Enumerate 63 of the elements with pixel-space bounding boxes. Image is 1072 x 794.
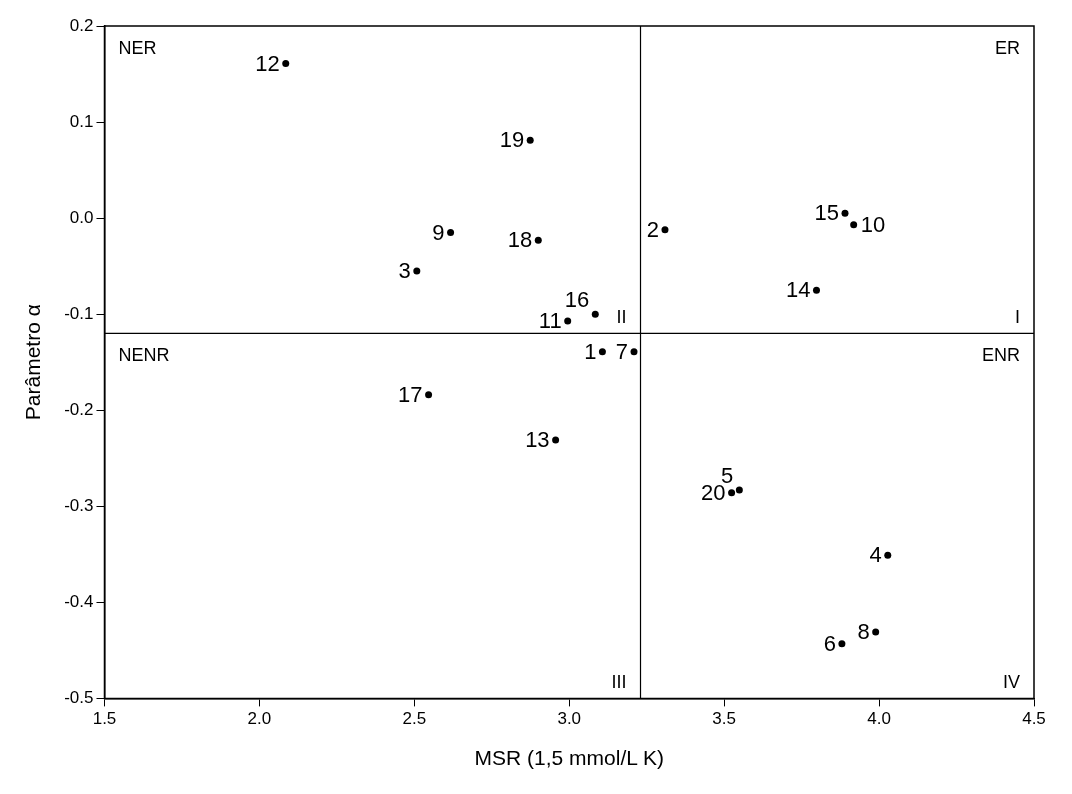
y-tick-label: -0.2 — [64, 399, 94, 419]
series-label: 1 — [584, 338, 597, 364]
y-tick-label: 0.1 — [69, 111, 94, 131]
point — [526, 136, 534, 144]
series-label: 15 — [814, 200, 839, 226]
annotation: NENR — [118, 345, 170, 366]
annotation: II — [616, 307, 627, 328]
y-tick-label: -0.1 — [64, 303, 94, 323]
point — [630, 348, 638, 356]
x-tick-label: 2.0 — [247, 709, 272, 729]
point — [661, 226, 669, 234]
series-label: 10 — [860, 211, 886, 237]
series-label: 16 — [564, 287, 590, 313]
x-tick-label: 3.5 — [712, 709, 736, 729]
series-label: 12 — [255, 50, 280, 76]
point — [447, 229, 455, 237]
point — [850, 221, 858, 229]
point — [282, 59, 290, 67]
point — [813, 286, 820, 294]
point — [591, 310, 599, 318]
y-axis-title: Parâmetro α — [21, 304, 45, 421]
series-label: 18 — [507, 227, 533, 253]
point — [598, 348, 606, 356]
point — [884, 551, 892, 559]
annotation: III — [611, 672, 627, 693]
annotation: ENR — [981, 345, 1020, 366]
series-label: 13 — [525, 427, 550, 453]
series-label: 11 — [538, 307, 562, 333]
series-label: 19 — [499, 127, 525, 153]
annotation: NER — [118, 37, 157, 58]
point — [838, 640, 846, 648]
x-tick-label: 2.5 — [402, 709, 427, 729]
series-label: 17 — [398, 381, 423, 407]
series-label: 8 — [857, 619, 870, 645]
point — [564, 317, 572, 325]
y-tick-label: -0.4 — [64, 592, 94, 612]
series-label: 6 — [823, 630, 836, 656]
y-tick-label: 0.2 — [69, 15, 94, 35]
series-label: 2 — [646, 216, 659, 242]
x-axis-title: MSR (1,5 mmol/L K) — [474, 746, 664, 770]
y-tick-label: -0.5 — [64, 688, 94, 708]
x-tick-label: 3.0 — [557, 709, 582, 729]
annotation: ER — [994, 37, 1020, 58]
point — [728, 489, 736, 497]
series-label: 4 — [869, 542, 882, 568]
series-label: 7 — [615, 338, 628, 364]
point — [552, 436, 560, 444]
point — [841, 209, 849, 217]
series-label: 9 — [432, 219, 445, 245]
y-tick-label: -0.3 — [64, 495, 94, 515]
point — [735, 486, 743, 494]
annotation: I — [1014, 307, 1020, 328]
x-tick-label: 1.5 — [92, 709, 117, 729]
x-tick-label: 4.0 — [867, 709, 891, 729]
annotation: IV — [1002, 672, 1020, 693]
point — [872, 628, 880, 636]
x-tick-label: 4.5 — [1022, 709, 1046, 729]
point — [413, 267, 421, 275]
y-tick-label: 0.0 — [69, 207, 94, 227]
point — [425, 391, 433, 399]
series-label: 14 — [786, 277, 811, 303]
point — [534, 236, 542, 244]
series-label: 3 — [398, 258, 411, 284]
